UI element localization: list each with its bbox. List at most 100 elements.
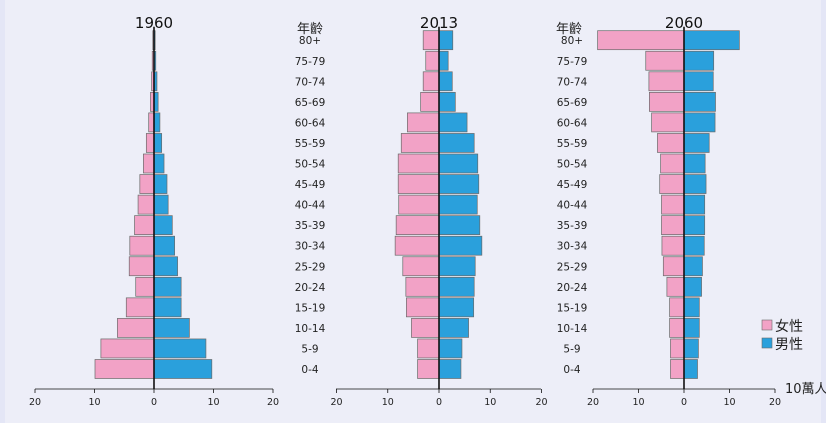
bar-male-55-59: [683, 133, 710, 153]
bar-male-30-34: [153, 235, 175, 256]
bar-male-60-64: [153, 112, 161, 133]
bar-male-15-19: [683, 297, 700, 318]
x-tick-label: 20: [587, 397, 599, 408]
legend-male-swatch: [761, 337, 773, 349]
bar-female-35-39: [395, 215, 440, 235]
bar-male-0-4: [153, 359, 213, 379]
age-label-35-39: 35-39: [557, 220, 588, 232]
bar-male-65-69: [683, 91, 716, 112]
x-tick-label: 20: [535, 397, 547, 408]
bar-male-50-54: [438, 153, 479, 174]
bar-male-35-39: [438, 215, 481, 235]
bar-female-40-44: [661, 194, 685, 215]
age-label-25-29: 25-29: [295, 261, 326, 273]
panel-title: 1960: [135, 14, 173, 32]
age-label-20-24: 20-24: [557, 282, 588, 294]
legend-female-label: 女性: [775, 318, 803, 335]
legend-female-swatch: [761, 319, 773, 331]
bar-female-15-19: [406, 297, 440, 318]
bar-male-10-14: [683, 318, 700, 338]
age-label-5-9: 5-9: [301, 343, 318, 355]
bar-female-50-54: [143, 153, 155, 174]
x-tick-label: 20: [29, 397, 41, 408]
age-label-5-9: 5-9: [563, 343, 580, 355]
age-label-10-14: 10-14: [295, 323, 326, 335]
x-tick-label: 10: [88, 397, 100, 408]
bar-male-80+: [438, 30, 454, 51]
x-tick-label: 20: [769, 397, 781, 408]
x-tick-label: 10: [632, 397, 644, 408]
age-label-75-79: 75-79: [295, 56, 326, 68]
bar-female-30-34: [661, 235, 685, 256]
bar-female-25-29: [662, 256, 685, 277]
age-label-45-49: 45-49: [557, 179, 588, 191]
population-pyramid-chart: 1960 20 10 0 10 20 2013 年齡 0-4 5-9 10-14 15-19 20-24…: [29, 14, 826, 408]
bar-male-55-59: [153, 133, 163, 153]
bar-female-25-29: [402, 256, 440, 277]
age-label-70-74: 70-74: [295, 76, 326, 88]
bar-female-30-34: [129, 235, 155, 256]
bar-female-10-14: [669, 318, 685, 338]
bar-female-10-14: [117, 318, 155, 338]
bar-male-15-19: [438, 297, 475, 318]
bar-female-70-74: [422, 71, 440, 92]
bar-male-25-29: [438, 256, 476, 277]
age-label-50-54: 50-54: [557, 159, 588, 171]
bar-male-60-64: [438, 112, 468, 133]
bar-male-40-44: [438, 194, 478, 215]
bar-male-75-79: [683, 50, 715, 71]
bar-female-55-59: [400, 133, 440, 153]
bar-female-10-14: [411, 318, 440, 338]
bar-male-60-64: [683, 112, 716, 133]
unit-label: 10萬人: [785, 382, 826, 397]
legend: 女性 男性: [761, 318, 803, 353]
x-tick-label: 10: [207, 397, 219, 408]
bar-female-0-4: [94, 359, 155, 379]
bar-female-0-4: [417, 359, 440, 379]
age-label-55-59: 55-59: [295, 138, 326, 150]
bar-male-65-69: [438, 91, 456, 112]
bar-male-10-14: [438, 318, 469, 338]
bar-female-55-59: [145, 133, 155, 153]
bar-female-65-69: [648, 91, 685, 112]
bar-male-20-24: [153, 276, 182, 297]
age-label-35-39: 35-39: [295, 220, 326, 232]
bar-male-20-24: [438, 276, 475, 297]
age-label-50-54: 50-54: [295, 159, 326, 171]
x-tick-label: 10: [382, 397, 394, 408]
age-label-60-64: 60-64: [557, 117, 588, 129]
bar-female-15-19: [669, 297, 685, 318]
x-tick-label: 10: [484, 397, 496, 408]
bar-female-55-59: [657, 133, 685, 153]
bar-female-30-34: [394, 235, 440, 256]
bar-female-35-39: [134, 215, 155, 235]
bar-female-20-24: [666, 276, 685, 297]
bar-female-0-4: [670, 359, 685, 379]
bar-female-20-24: [405, 276, 440, 297]
bar-male-45-49: [438, 174, 480, 194]
bar-male-40-44: [683, 194, 706, 215]
x-tick-label: 20: [267, 397, 279, 408]
bar-male-80+: [683, 30, 740, 51]
bar-female-80+: [422, 30, 440, 51]
age-label-30-34: 30-34: [295, 241, 326, 253]
age-label-65-69: 65-69: [295, 97, 326, 109]
bar-female-25-29: [128, 256, 155, 277]
x-tick-label: 0: [681, 397, 687, 408]
bar-male-70-74: [438, 71, 453, 92]
bar-female-60-64: [407, 112, 440, 133]
bar-female-65-69: [420, 91, 440, 112]
age-label-65-69: 65-69: [557, 97, 588, 109]
bar-female-60-64: [651, 112, 685, 133]
age-label-40-44: 40-44: [557, 200, 588, 212]
age-label-55-59: 55-59: [557, 138, 588, 150]
age-label-10-14: 10-14: [557, 323, 588, 335]
age-label-70-74: 70-74: [557, 76, 588, 88]
age-axis-title: 年齡: [556, 22, 582, 37]
bar-male-35-39: [153, 215, 173, 235]
bar-male-55-59: [438, 133, 475, 153]
age-label-15-19: 15-19: [557, 302, 588, 314]
bar-female-75-79: [425, 50, 440, 71]
panel-title: 2013: [420, 14, 458, 32]
